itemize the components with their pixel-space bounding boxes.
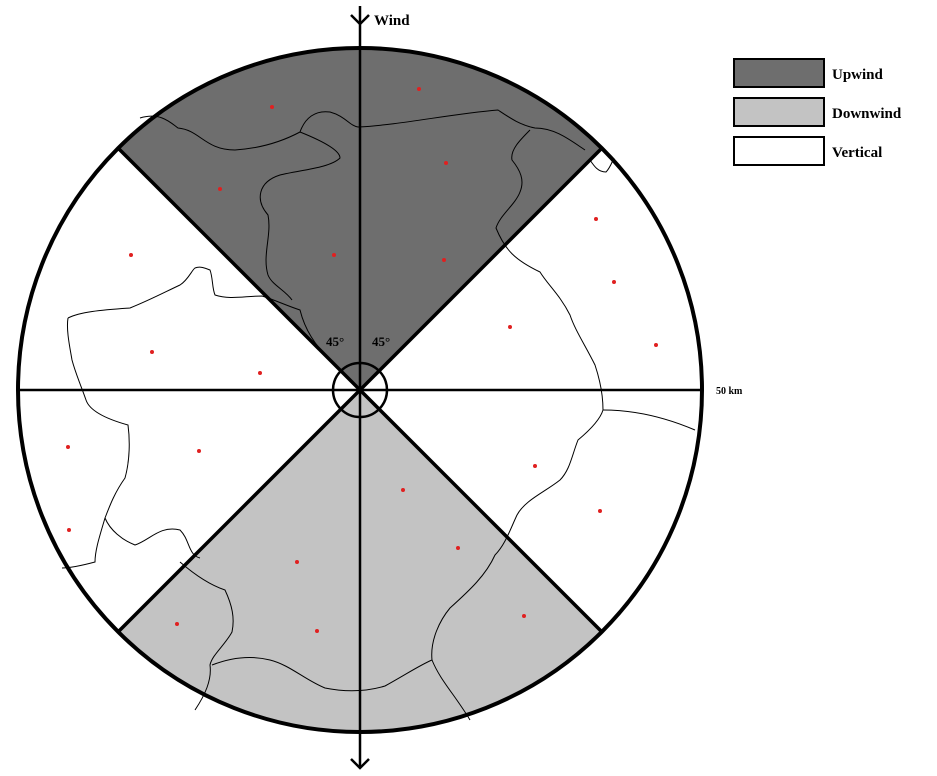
station-dot [197, 449, 201, 453]
legend-label-downwind: Downwind [832, 106, 902, 122]
station-dot [66, 445, 70, 449]
station-dot [444, 161, 448, 165]
station-dot [594, 217, 598, 221]
legend-swatch-vertical [733, 136, 825, 166]
station-dot [612, 280, 616, 284]
station-dot [417, 87, 421, 91]
boundary-line [61, 517, 106, 569]
station-dot [295, 560, 299, 564]
station-dot [456, 546, 460, 550]
wind-label: Wind [374, 13, 410, 29]
boundary-line [139, 109, 586, 151]
boundary-line [211, 657, 433, 692]
region-boundaries [61, 109, 696, 721]
station-dot [129, 253, 133, 257]
station-dot [401, 488, 405, 492]
boundary-line [67, 317, 201, 559]
boundary-line [431, 129, 604, 721]
wind-arrow-top-icon [350, 14, 370, 26]
station-dot [654, 343, 658, 347]
station-dot [522, 614, 526, 618]
boundary-line [602, 409, 696, 431]
station-dot [175, 622, 179, 626]
station-dot [218, 187, 222, 191]
angle-label-right: 45° [372, 334, 390, 349]
legend: Upwind Downwind Vertical [733, 58, 902, 166]
angle-label-left: 45° [326, 334, 344, 349]
station-dot [315, 629, 319, 633]
station-dot [533, 464, 537, 468]
station-dot [67, 528, 71, 532]
sector-dividers [16, 6, 704, 770]
boundary-line [589, 157, 615, 173]
legend-swatch-downwind [733, 97, 825, 127]
center-circle [331, 361, 389, 419]
station-dot [270, 105, 274, 109]
distance-label: 50 km [716, 386, 743, 397]
station-dot [508, 325, 512, 329]
station-dot [442, 258, 446, 262]
legend-swatch-upwind [733, 58, 825, 88]
legend-label-upwind: Upwind [832, 67, 884, 83]
boundary-line [179, 561, 234, 711]
boundary-line [67, 266, 331, 361]
boundary-line [259, 131, 341, 301]
station-dot [598, 509, 602, 513]
station-dot [150, 350, 154, 354]
station-dot [258, 371, 262, 375]
legend-label-vertical: Vertical [832, 145, 882, 161]
station-dot [332, 253, 336, 257]
wind-arrow-bottom-icon [350, 758, 370, 770]
station-points [66, 87, 658, 633]
